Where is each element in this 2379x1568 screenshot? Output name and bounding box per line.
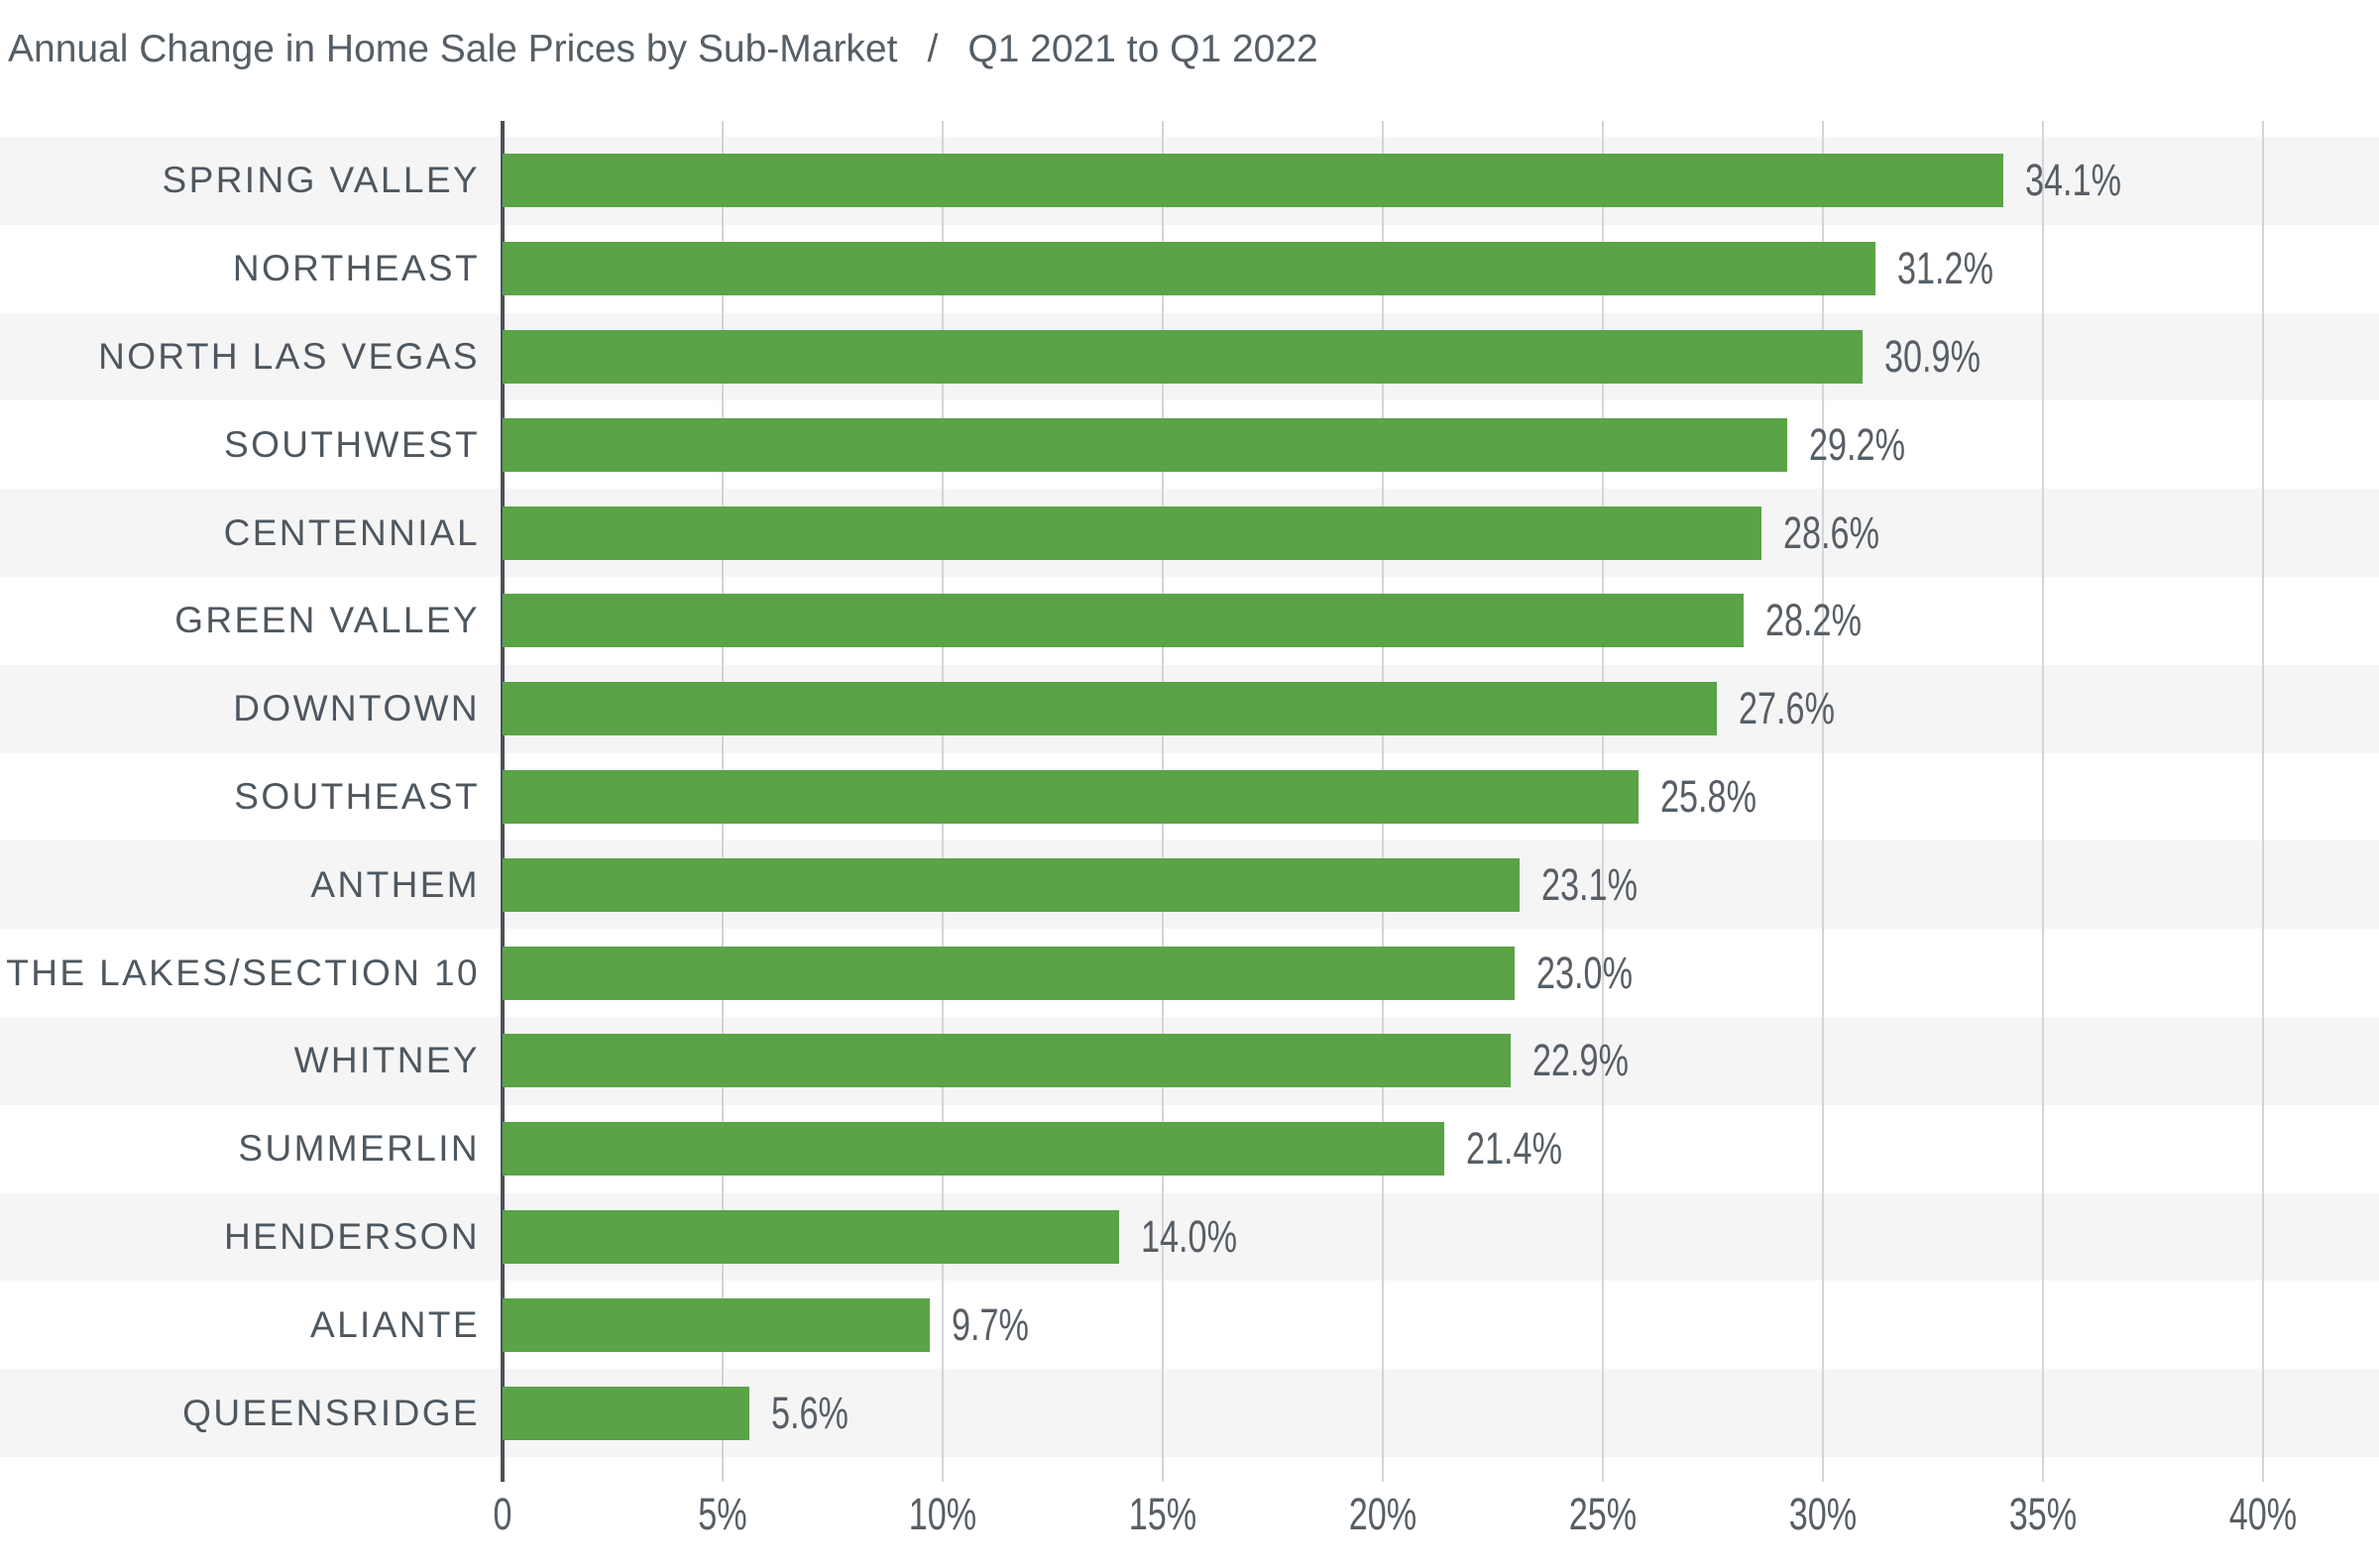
- gridline: [2042, 121, 2044, 1482]
- chart-title: Annual Change in Home Sale Prices by Sub…: [8, 26, 1318, 74]
- category-label: SPRING VALLEY: [162, 160, 480, 201]
- bar-row: ALIANTE 9.7%: [0, 1281, 2379, 1369]
- bar-row: SUMMERLIN 21.4%: [0, 1105, 2379, 1193]
- bar-row: ANTHEM 23.1%: [0, 840, 2379, 929]
- value-label: 27.6%: [1739, 683, 1836, 734]
- value-label: 30.9%: [1883, 330, 1981, 382]
- bar-group: 31.2%: [503, 242, 2024, 296]
- bar: [503, 1034, 1511, 1088]
- bar: [503, 946, 1516, 1000]
- value-label: 25.8%: [1659, 770, 1756, 822]
- bar-row: SOUTHEAST 25.8%: [0, 753, 2379, 841]
- value-label: 14.0%: [1140, 1210, 1237, 1262]
- bar-row: NORTHEAST 31.2%: [0, 225, 2379, 313]
- bar: [503, 1209, 1119, 1264]
- value-label: 23.1%: [1540, 858, 1638, 910]
- bar-row: NORTH LAS VEGAS 30.9%: [0, 313, 2379, 401]
- category-label: GREEN VALLEY: [174, 600, 480, 641]
- value-label: 28.6%: [1782, 506, 1879, 558]
- category-label: DOWNTOWN: [233, 688, 480, 729]
- bar-group: 30.9%: [503, 329, 2011, 384]
- bar: [503, 329, 1863, 384]
- category-label: QUEENSRIDGE: [182, 1392, 480, 1433]
- category-label: ALIANTE: [309, 1303, 480, 1345]
- chart-title-main: Annual Change in Home Sale Prices by Sub…: [8, 28, 898, 70]
- value-label: 22.9%: [1531, 1035, 1629, 1086]
- x-tick-label: 25%: [1568, 1489, 1638, 1539]
- bar-group: 28.2%: [503, 594, 1892, 648]
- bar-group: 34.1%: [503, 154, 2152, 208]
- bar-group: 14.0%: [503, 1209, 1267, 1264]
- gridline: [2262, 121, 2264, 1482]
- row-stripe: [0, 1281, 2379, 1370]
- value-label: 28.2%: [1765, 595, 1863, 646]
- value-label: 9.7%: [951, 1298, 1029, 1350]
- bar-row: DOWNTOWN 27.6%: [0, 665, 2379, 753]
- bar-group: 28.6%: [503, 505, 1909, 560]
- bar: [503, 1297, 930, 1352]
- row-stripe: [0, 1192, 2379, 1282]
- category-label: ANTHEM: [310, 863, 480, 905]
- bar: [503, 505, 1761, 560]
- bar: [503, 769, 1639, 824]
- x-tick-label: 15%: [1128, 1489, 1197, 1539]
- category-label: HENDERSON: [223, 1215, 480, 1257]
- bar-group: 25.8%: [503, 769, 1786, 824]
- x-tick-label: 30%: [1788, 1489, 1858, 1539]
- bar-row: QUEENSRIDGE 5.6%: [0, 1369, 2379, 1457]
- bar: [503, 1386, 749, 1440]
- bar-group: 9.7%: [503, 1297, 1053, 1352]
- value-label: 21.4%: [1466, 1123, 1563, 1175]
- bar-group: 27.6%: [503, 682, 1866, 736]
- bar-group: 29.2%: [503, 417, 1936, 472]
- x-tick-label: 35%: [2008, 1489, 2078, 1539]
- value-label: 31.2%: [1897, 243, 1994, 294]
- category-label: SOUTHEAST: [234, 775, 480, 817]
- bar-row: HENDERSON 14.0%: [0, 1193, 2379, 1282]
- x-tick-label: 20%: [1348, 1489, 1417, 1539]
- category-label: SOUTHWEST: [224, 423, 480, 465]
- bar: [503, 242, 1876, 296]
- bar-row: CENTENNIAL 28.6%: [0, 489, 2379, 577]
- bar-row: GREEN VALLEY 28.2%: [0, 577, 2379, 665]
- bar-row: SOUTHWEST 29.2%: [0, 400, 2379, 489]
- x-tick-label: 0: [493, 1489, 512, 1539]
- category-label: THE LAKES/SECTION 10: [6, 952, 480, 993]
- bar-group: 21.4%: [503, 1122, 1593, 1176]
- x-tick-label: 40%: [2228, 1489, 2298, 1539]
- row-stripe: [0, 1369, 2379, 1457]
- category-label: SUMMERLIN: [238, 1128, 480, 1170]
- bar-group: 22.9%: [503, 1034, 1658, 1088]
- bar: [503, 154, 2004, 208]
- value-label: 23.0%: [1536, 947, 1634, 998]
- category-label: CENTENNIAL: [223, 511, 480, 553]
- bar: [503, 1122, 1445, 1176]
- bar: [503, 594, 1745, 648]
- bar-row: THE LAKES/SECTION 10 23.0%: [0, 929, 2379, 1017]
- bar: [503, 417, 1788, 472]
- category-label: NORTH LAS VEGAS: [98, 335, 480, 377]
- chart-title-separator: /: [927, 28, 939, 70]
- chart-title-period: Q1 2021 to Q1 2022: [967, 28, 1318, 70]
- x-tick-label: 10%: [908, 1489, 977, 1539]
- bar-row: SPRING VALLEY 34.1%: [0, 137, 2379, 225]
- bar: [503, 682, 1718, 736]
- bar: [503, 857, 1520, 912]
- gridline: [1822, 121, 1824, 1482]
- category-label: WHITNEY: [293, 1040, 480, 1081]
- bar-row: WHITNEY 22.9%: [0, 1017, 2379, 1105]
- value-label: 5.6%: [770, 1387, 849, 1438]
- x-tick-label: 5%: [698, 1489, 747, 1539]
- bar-group: 5.6%: [503, 1386, 872, 1440]
- bar-group: 23.0%: [503, 946, 1663, 1000]
- bar-group: 23.1%: [503, 857, 1667, 912]
- value-label: 34.1%: [2025, 155, 2122, 206]
- category-label: NORTHEAST: [232, 248, 480, 289]
- value-label: 29.2%: [1809, 418, 1906, 470]
